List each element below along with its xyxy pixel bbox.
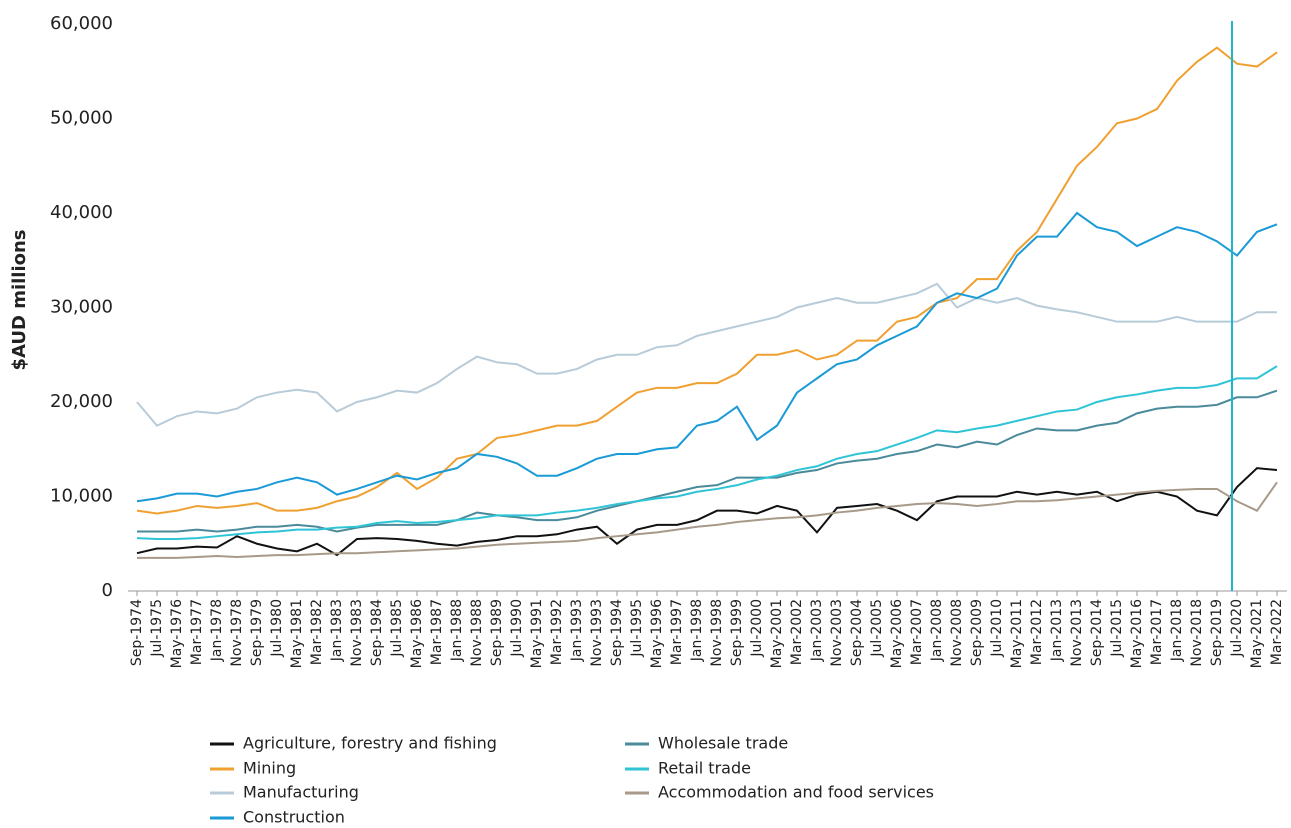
- x-tick-label: May-2021: [1249, 599, 1265, 668]
- x-tick-label: May-1996: [649, 599, 665, 668]
- x-tick-label: Jul-2015: [1109, 599, 1125, 658]
- x-tick-label: Mar-2012: [1029, 599, 1045, 665]
- x-tick-label: Jan-1983: [329, 599, 345, 662]
- x-tick-label: Jul-2010: [989, 599, 1005, 658]
- x-tick-label: May-2011: [1009, 599, 1025, 668]
- x-tick-label: Sep-2019: [1209, 599, 1225, 666]
- x-tick-label: Sep-1999: [729, 599, 745, 666]
- y-tick-label: 0: [102, 580, 113, 601]
- x-tick-label: Nov-2003: [829, 599, 845, 667]
- x-tick-label: Nov-2008: [949, 599, 965, 667]
- legend-label: Manufacturing: [243, 783, 359, 802]
- x-tick-label: Nov-1978: [229, 599, 245, 667]
- series-line: [136, 211, 1278, 503]
- y-tick-label: 20,000: [50, 391, 113, 412]
- x-tick-label: Sep-1979: [249, 599, 265, 666]
- y-tick-label: 30,000: [50, 297, 113, 318]
- x-tick-label: Nov-1993: [589, 599, 605, 667]
- x-tick-label: Jan-1988: [449, 599, 465, 662]
- x-tick-label: Jul-2000: [749, 599, 765, 658]
- x-tick-label: Jul-1980: [269, 599, 285, 658]
- x-tick-label: Sep-1989: [489, 599, 505, 666]
- x-tick-label: Nov-1983: [349, 599, 365, 667]
- x-tick-label: Jan-1993: [569, 599, 585, 662]
- x-tick-label: Nov-2018: [1189, 599, 1205, 667]
- x-tick-label: Nov-1998: [709, 599, 725, 667]
- x-tick-label: Jan-2018: [1169, 599, 1185, 662]
- x-tick-label: Sep-1974: [129, 599, 145, 666]
- x-tick-label: Jan-1998: [689, 599, 705, 662]
- series-line: [136, 365, 1278, 541]
- y-tick-label: 60,000: [50, 13, 113, 34]
- x-tick-label: Sep-1994: [609, 599, 625, 666]
- legend-label: Agriculture, forestry and fishing: [243, 734, 497, 753]
- x-tick-label: Nov-1988: [469, 599, 485, 667]
- y-tick-label: 40,000: [50, 202, 113, 223]
- series-line: [136, 467, 1278, 557]
- legend-label: Wholesale trade: [658, 734, 788, 753]
- y-tick-label: 10,000: [50, 486, 113, 507]
- x-tick-label: Sep-2009: [969, 599, 985, 666]
- x-tick-label: Mar-1977: [189, 599, 205, 665]
- x-tick-label: Jul-2020: [1229, 599, 1245, 658]
- legend-label: Construction: [243, 808, 345, 827]
- x-tick-label: Mar-2017: [1149, 599, 1165, 665]
- x-tick-label: May-2016: [1129, 599, 1145, 668]
- y-axis-label: $AUD millions: [9, 229, 30, 370]
- x-tick-label: Sep-2014: [1089, 599, 1105, 666]
- x-tick-label: Mar-1987: [429, 599, 445, 665]
- x-tick-label: May-1986: [409, 599, 425, 668]
- series-line: [137, 389, 1278, 533]
- x-tick-label: Jan-2008: [929, 599, 945, 662]
- x-tick-label: Jul-1975: [149, 599, 165, 658]
- series-line: [137, 481, 1278, 559]
- legend-label: Accommodation and food services: [658, 783, 934, 802]
- series-line: [136, 282, 1277, 427]
- series-line: [136, 46, 1278, 515]
- x-tick-label: Sep-2004: [849, 599, 865, 666]
- x-tick-label: May-1991: [529, 599, 545, 668]
- x-tick-label: Mar-2022: [1269, 599, 1285, 665]
- x-tick-label: Mar-2002: [789, 599, 805, 665]
- x-tick-label: Mar-2007: [909, 599, 925, 665]
- x-tick-label: Sep-1984: [369, 599, 385, 666]
- x-tick-label: Nov-2013: [1069, 599, 1085, 667]
- x-tick-label: May-2006: [889, 599, 905, 668]
- y-tick-label: 50,000: [50, 108, 113, 129]
- x-tick-label: May-2001: [769, 599, 785, 668]
- x-tick-label: Jul-1995: [629, 599, 645, 658]
- x-tick-label: Jan-2013: [1049, 599, 1065, 662]
- x-tick-label: Jul-2005: [869, 599, 885, 658]
- x-tick-label: May-1976: [169, 599, 185, 668]
- x-tick-label: Jan-2003: [809, 599, 825, 662]
- x-tick-label: May-1981: [289, 599, 305, 668]
- x-tick-label: Jul-1990: [509, 599, 525, 658]
- x-tick-label: Jan-1978: [209, 599, 225, 662]
- x-tick-label: Jul-1985: [389, 599, 405, 658]
- x-tick-label: Mar-1992: [549, 599, 565, 665]
- legend-label: Mining: [243, 759, 296, 778]
- x-tick-label: Mar-1997: [669, 599, 685, 665]
- legend-label: Retail trade: [658, 759, 751, 778]
- x-tick-label: Mar-1982: [309, 599, 325, 665]
